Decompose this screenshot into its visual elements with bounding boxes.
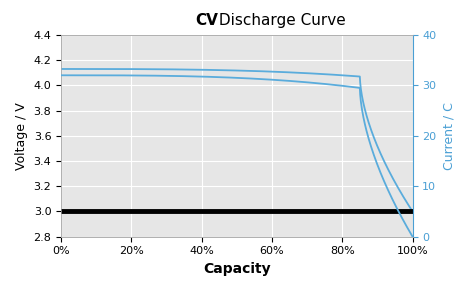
Y-axis label: Voltage / V: Voltage / V [15, 102, 28, 170]
Text: CV: CV [195, 13, 218, 28]
Y-axis label: Current / C: Current / C [442, 102, 455, 170]
X-axis label: Capacity: Capacity [203, 262, 271, 276]
Text: Discharge Curve: Discharge Curve [214, 13, 345, 28]
